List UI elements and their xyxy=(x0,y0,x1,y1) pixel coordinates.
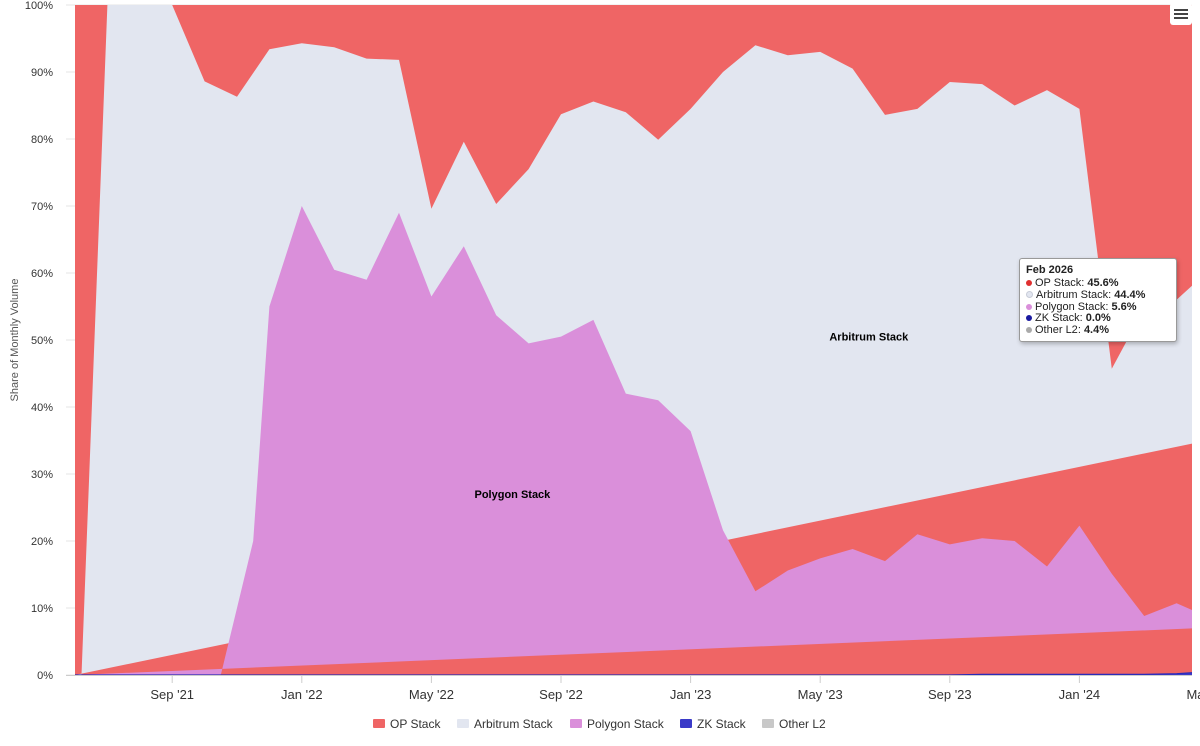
x-tick-label: Jan '24 xyxy=(1059,687,1101,702)
x-tick-label: Sep '21 xyxy=(150,687,194,702)
y-tick-label: 10% xyxy=(31,603,53,615)
legend-label: Arbitrum Stack xyxy=(474,717,554,731)
y-tick-label: 50% xyxy=(31,335,53,347)
x-tick-label: May '22 xyxy=(409,687,454,702)
tooltip-row-zk: ZK Stack: 0.0% xyxy=(1026,312,1170,325)
arbitrum-dot-icon xyxy=(1026,291,1033,299)
tooltip-row-polygon: Polygon Stack: 5.6% xyxy=(1026,301,1170,314)
x-tick-label: Jan '22 xyxy=(281,687,323,702)
line-zk-stack xyxy=(75,672,1192,675)
area-polygon-stack[interactable] xyxy=(75,206,1200,675)
legend-swatch-icon xyxy=(762,719,774,728)
y-axis: 0% 10% 20% 30% 40% 50% 60% 70% 80% 90% 100% xyxy=(25,0,53,682)
y-tick-label: 40% xyxy=(31,402,53,414)
legend-swatch-icon xyxy=(570,719,582,728)
legend[interactable]: OP Stack Arbitrum Stack Polygon Stack ZK St… xyxy=(373,717,826,731)
legend-label: ZK Stack xyxy=(697,717,747,731)
y-tick-label: 20% xyxy=(31,536,53,548)
x-tick-label: May '24 xyxy=(1186,687,1200,702)
legend-label: OP Stack xyxy=(390,717,441,731)
legend-label: Polygon Stack xyxy=(587,717,665,731)
x-axis: Sep '21 Jan '22 May '22 Sep '22 Jan '23 May '… xyxy=(66,675,1200,702)
tooltip-row-arbitrum: Arbitrum Stack: 44.4% xyxy=(1026,289,1170,302)
legend-item-polygon-stack[interactable]: Polygon Stack xyxy=(570,717,665,731)
zk-dot-icon xyxy=(1026,315,1032,322)
chart-menu-button[interactable] xyxy=(1170,3,1192,25)
legend-item-arbitrum-stack[interactable]: Arbitrum Stack xyxy=(457,717,554,731)
y-tick-label: 70% xyxy=(31,201,53,213)
op-dot-icon xyxy=(1026,280,1032,287)
legend-item-zk-stack[interactable]: ZK Stack xyxy=(680,717,747,731)
tooltip-title: Feb 2026 xyxy=(1026,264,1074,276)
area-series xyxy=(75,5,1200,675)
x-tick-label: May '23 xyxy=(798,687,843,702)
legend-item-op-stack[interactable]: OP Stack xyxy=(373,717,441,731)
y-tick-label: 30% xyxy=(31,469,53,481)
other-dot-icon xyxy=(1026,327,1032,334)
y-tick-label: 60% xyxy=(31,268,53,280)
polygon-dot-icon xyxy=(1026,303,1032,310)
tooltip-row-op: OP Stack: 45.6% xyxy=(1026,277,1170,290)
x-tick-label: Sep '23 xyxy=(928,687,972,702)
legend-swatch-icon xyxy=(680,719,692,728)
y-tick-label: 0% xyxy=(37,670,53,682)
x-tick-label: Sep '22 xyxy=(539,687,583,702)
tooltip-row-other: Other L2: 4.4% xyxy=(1026,324,1170,337)
y-tick-label: 80% xyxy=(31,134,53,146)
legend-swatch-icon xyxy=(457,719,469,728)
area-label: Arbitrum Stack xyxy=(829,332,909,344)
legend-label: Other L2 xyxy=(779,717,826,731)
y-tick-label: 100% xyxy=(25,0,53,12)
hamburger-icon xyxy=(1174,9,1188,11)
legend-item-other-l2[interactable]: Other L2 xyxy=(762,717,826,731)
x-tick-label: Jan '23 xyxy=(670,687,712,702)
legend-swatch-icon xyxy=(373,719,385,728)
y-tick-label: 90% xyxy=(31,67,53,79)
tooltip: Feb 2026 OP Stack: 45.6% Arbitrum Stack:… xyxy=(1019,258,1177,342)
area-label: Polygon Stack xyxy=(475,489,552,501)
y-axis-title: Share of Monthly Volume xyxy=(9,279,21,402)
